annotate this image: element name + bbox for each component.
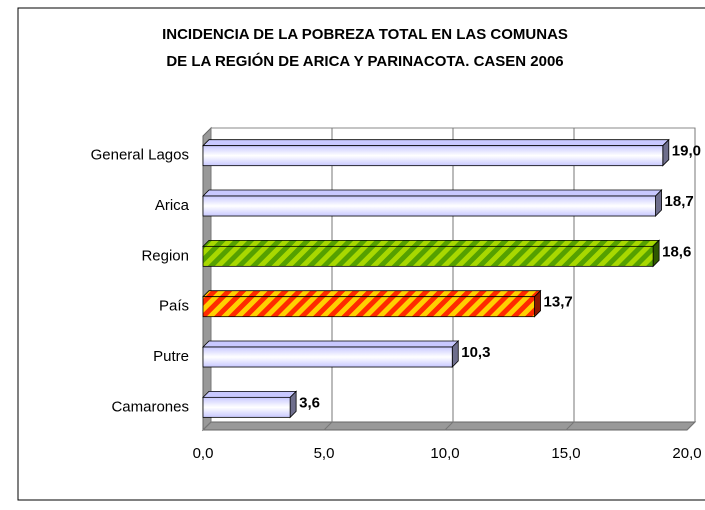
bar-front — [202, 396, 291, 418]
value-label: 10,3 — [461, 344, 490, 361]
y-tick-label: Region — [141, 247, 189, 264]
bar — [202, 289, 542, 318]
bar — [202, 239, 661, 268]
bar-top — [202, 189, 663, 197]
y-tick-label: Camarones — [111, 398, 189, 415]
value-label: 19,0 — [672, 143, 701, 160]
bar — [202, 189, 663, 217]
bar-top — [202, 239, 661, 247]
bar-front — [202, 245, 654, 267]
x-tick-label: 15,0 — [551, 445, 580, 462]
x-tick-label: 0,0 — [193, 445, 214, 462]
y-tick-label: País — [159, 298, 189, 315]
grid-line — [202, 128, 212, 431]
x-tick-label: 20,0 — [672, 445, 701, 462]
bar — [202, 138, 670, 167]
bar-front — [202, 145, 664, 167]
chart-title: DE LA REGIÓN DE ARICA Y PARINACOTA. CASE… — [166, 52, 563, 70]
bar — [202, 340, 460, 368]
chart-title: INCIDENCIA DE LA POBREZA TOTAL EN LAS CO… — [162, 26, 568, 43]
bar-top — [202, 290, 542, 298]
bar — [202, 390, 298, 419]
bar-top — [202, 139, 670, 147]
side-wall — [202, 126, 212, 432]
bar-front — [202, 346, 453, 368]
y-tick-label: Putre — [153, 348, 189, 365]
grid-line — [323, 128, 333, 431]
y-tick-label: General Lagos — [91, 147, 189, 164]
grid-line — [444, 128, 454, 431]
bar-front — [202, 296, 535, 318]
value-label: 13,7 — [544, 294, 573, 311]
y-tick-label: Arica — [155, 197, 190, 214]
bar-top — [202, 390, 298, 398]
value-label: 3,6 — [299, 394, 320, 411]
grid-line — [565, 128, 575, 431]
x-tick-label: 10,0 — [430, 445, 459, 462]
value-label: 18,7 — [665, 193, 694, 210]
x-tick-label: 5,0 — [314, 445, 335, 462]
bar-front — [202, 195, 656, 217]
bar-top — [202, 340, 460, 348]
value-label: 18,6 — [662, 243, 691, 260]
grid-line — [686, 128, 696, 431]
